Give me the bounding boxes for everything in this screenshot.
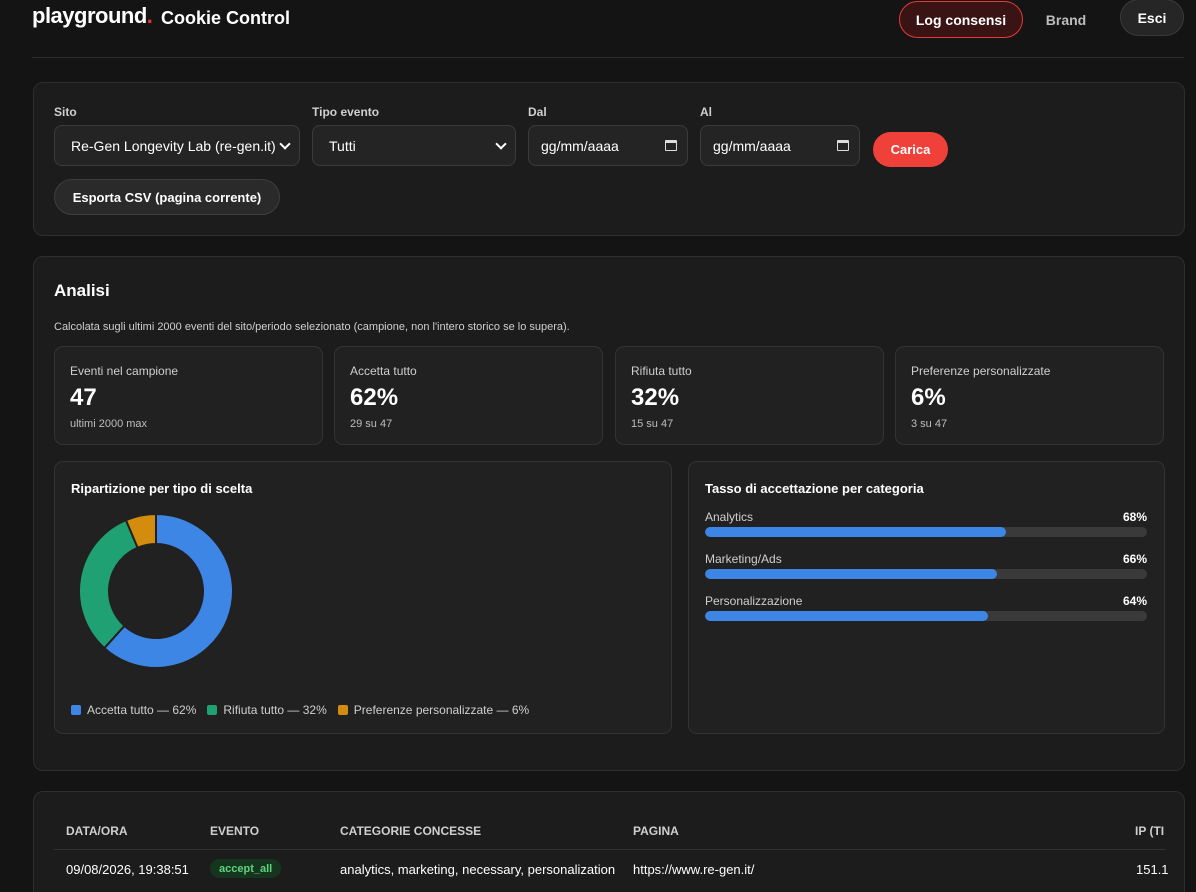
to-date-input[interactable]: gg/mm/aaaa [700,125,860,166]
table-header: DATA/ORA EVENTO CATEGORIE CONCESSE PAGIN… [54,816,1166,850]
stat-card-accept-all: Accetta tutto 62% 29 su 47 [334,346,603,445]
chevron-down-icon [495,137,507,150]
chevron-down-icon [279,137,291,150]
event-type-label: Tipo evento [312,105,380,119]
stat-sub: 15 su 47 [631,418,674,430]
bars-title: Tasso di accettazione per categoria [705,481,924,496]
bar-fill [705,611,988,621]
bar-label: Personalizzazione [705,594,803,608]
stat-value: 62% [350,384,399,411]
analysis-subtitle: Calcolata sugli ultimi 2000 eventi del s… [54,321,570,333]
legend-item: Preferenze personalizzate — 6% [337,703,530,717]
column-header-event[interactable]: EVENTO [210,824,260,838]
to-date-placeholder: gg/mm/aaaa [713,137,791,154]
to-date-label: Al [700,105,712,119]
stat-label: Accetta tutto [350,364,417,378]
cell-categories: analytics, marketing, necessary, persona… [340,862,616,877]
export-csv-button[interactable]: Esporta CSV (pagina corrente) [54,179,280,215]
bar-track [705,611,1147,621]
from-date-placeholder: gg/mm/aaaa [541,137,619,154]
stat-sub: 29 su 47 [350,418,393,430]
analysis-title: Analisi [54,281,110,300]
filters-card: Sito Re-Gen Longevity Lab (re-gen.it) Ti… [33,82,1185,236]
stat-card-events: Eventi nel campione 47 ultimi 2000 max [54,346,323,445]
category-acceptance-panel: Tasso di accettazione per categoria Anal… [688,461,1165,734]
legend-text: Rifiuta tutto — 32% [223,703,327,717]
bar-track [705,569,1147,579]
app-header: playground. Cookie Control Log consensi … [0,0,1196,58]
event-type-value: Tutti [329,137,356,154]
event-type-select[interactable]: Tutti [312,125,516,166]
stat-label: Eventi nel campione [70,364,179,378]
event-badge: accept_all [210,859,282,878]
slice-reject-all [78,518,139,650]
bar-fill [705,527,1006,537]
from-date-input[interactable]: gg/mm/aaaa [528,125,688,166]
slice-custom-prefs [124,513,157,550]
logout-button[interactable]: Esci [1120,0,1184,36]
legend-item: Accetta tutto — 62% [71,703,196,717]
cell-ip: 151.1 [1136,862,1169,877]
legend-swatch [71,705,81,715]
column-header-page[interactable]: PAGINA [633,824,679,838]
stat-value: 6% [911,384,946,411]
bar-label: Marketing/Ads [705,552,782,566]
donut-chart [78,513,234,669]
cell-page[interactable]: https://www.re-gen.it/ [633,862,755,877]
donut-title: Ripartizione per tipo di scelta [71,481,253,496]
site-select-value: Re-Gen Longevity Lab (re-gen.it) [71,137,276,154]
site-select[interactable]: Re-Gen Longevity Lab (re-gen.it) [54,125,300,166]
donut-legend: Accetta tutto — 62% Rifiuta tutto — 32% … [71,703,529,717]
brand-button[interactable]: Brand [1045,11,1087,28]
calendar-icon[interactable] [665,140,677,151]
legend-swatch [207,705,218,715]
header-divider [32,57,1184,58]
slice-accept-all [102,513,234,669]
legend-item: Rifiuta tutto — 32% [207,703,327,717]
stat-sub: 3 su 47 [911,418,948,430]
stat-sub: ultimi 2000 max [70,418,148,430]
stat-label: Rifiuta tutto [631,364,692,378]
legend-swatch [337,705,348,715]
bar-percent: 68% [1122,510,1147,524]
stat-label: Preferenze personalizzate [911,364,1051,378]
site-label: Sito [54,105,77,119]
log-consensi-button[interactable]: Log consensi [899,1,1023,38]
app-title: Cookie Control [161,8,290,28]
from-date-label: Dal [528,105,547,119]
stat-value: 32% [631,384,680,411]
legend-text: Preferenze personalizzate — 6% [353,703,530,717]
stat-card-reject-all: Rifiuta tutto 32% 15 su 47 [615,346,884,445]
bar-percent: 66% [1122,552,1147,566]
stat-card-custom-prefs: Preferenze personalizzate 6% 3 su 47 [895,346,1164,445]
calendar-icon[interactable] [837,140,849,151]
legend-text: Accetta tutto — 62% [87,703,197,717]
cell-datetime: 09/08/2026, 19:38:51 [66,862,189,877]
column-header-ip[interactable]: IP (TI [1135,824,1165,838]
column-header-datetime[interactable]: DATA/ORA [66,824,128,838]
bar-fill [705,569,997,579]
consent-log-table: DATA/ORA EVENTO CATEGORIE CONCESSE PAGIN… [33,791,1185,892]
bar-percent: 64% [1122,594,1147,608]
stat-value: 47 [70,384,97,411]
analysis-card: Analisi Calcolata sugli ultimi 2000 even… [33,256,1185,771]
bar-track [705,527,1147,537]
column-header-categories[interactable]: CATEGORIE CONCESSE [340,824,482,838]
logo[interactable]: playground. [32,3,153,28]
choice-breakdown-panel: Ripartizione per tipo di scelta Accetta … [54,461,672,734]
load-button[interactable]: Carica [873,132,948,167]
bar-label: Analytics [705,510,754,524]
